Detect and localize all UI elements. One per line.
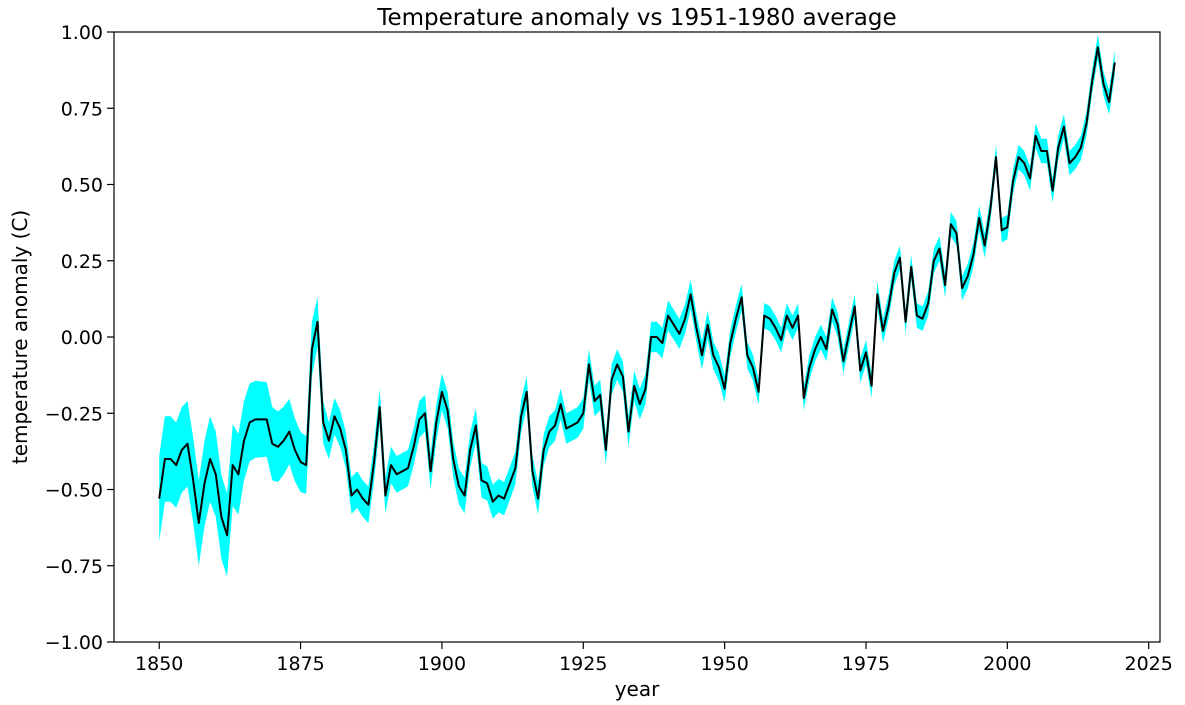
plot-frame: [113, 31, 1161, 643]
plot-area: [113, 31, 1161, 643]
x-tick-label: 1900: [418, 653, 466, 675]
y-axis: −1.00 −0.75 −0.50 −0.25 0.00 0.25 0.50 0.75 1.00: [45, 22, 114, 654]
x-tick-label: 1850: [135, 653, 183, 675]
x-axis-label: year: [615, 677, 660, 701]
y-tick-label: 0.00: [61, 327, 103, 349]
anomaly-line: [158, 46, 1116, 537]
x-axis: 1850 1875 1900 1925 1950 1975 2000 2025: [135, 642, 1173, 675]
y-tick-label: 0.75: [61, 98, 103, 120]
y-tick-label: 0.50: [61, 175, 103, 197]
x-tick-label: 1925: [559, 653, 607, 675]
x-tick-label: 1875: [276, 653, 324, 675]
y-tick-label: 0.25: [61, 251, 103, 273]
y-tick-label: 1.00: [61, 22, 103, 44]
x-tick-label: 2000: [983, 653, 1031, 675]
y-tick-label: −1.00: [45, 632, 103, 654]
y-tick-label: −0.50: [45, 480, 103, 502]
y-axis-label: temperature anomaly (C): [8, 210, 32, 464]
x-tick-label: 2025: [1125, 653, 1173, 675]
x-tick-label: 1975: [842, 653, 890, 675]
y-tick-label: −0.25: [45, 403, 103, 425]
y-tick-label: −0.75: [45, 556, 103, 578]
uncertainty-band: [159, 35, 1115, 577]
x-tick-label: 1950: [700, 653, 748, 675]
chart-title: Temperature anomaly vs 1951-1980 average: [376, 5, 896, 31]
